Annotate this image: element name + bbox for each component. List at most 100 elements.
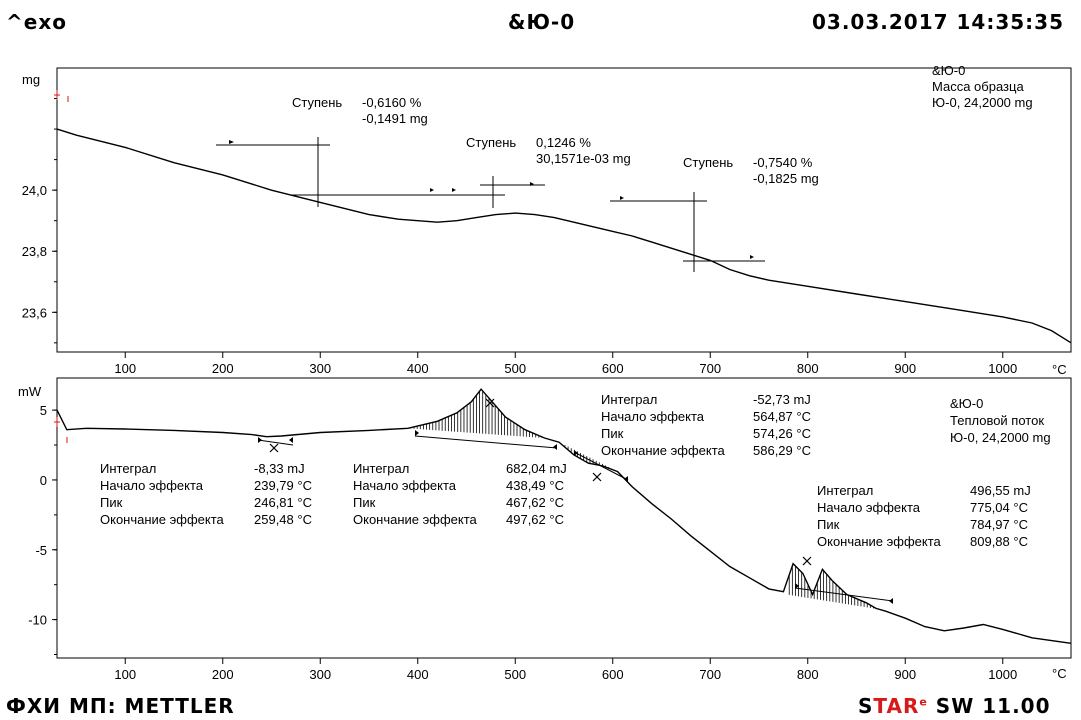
dsc-panel-frame [56,377,1072,659]
tga-step-3-percent: -0,7540 % [753,155,813,170]
dsc-peak-2-k2: Начало эффекта [353,478,457,493]
tga-panel-frame [56,67,1072,353]
footer-software-dot: e [919,695,928,709]
footer-instrument: ФХИ МП: METTLER [6,694,235,718]
dsc-x-tick-label: 700 [699,667,721,682]
tga-x-tick-label: 200 [212,361,234,376]
dsc-peak-2-v1: 682,04 mJ [506,461,567,476]
dsc-x-tick-label: 600 [602,667,624,682]
tga-y-tick-label: 23,8 [22,244,47,259]
dsc-peak-1-k3: Пик [100,495,123,510]
dsc-x-tick-label: 300 [309,667,331,682]
tga-step-1-mass: -0,1491 mg [362,111,428,126]
tga-y-tick-label: 23,6 [22,305,47,320]
dsc-peak-3-k4: Окончание эффекта [601,443,725,458]
dsc-x-unit: °C [1052,666,1067,681]
dsc-peak-2-k4: Окончание эффекта [353,512,477,527]
tga-step-2-mass: 30,1571e-03 mg [536,151,631,166]
dsc-peak-3-k1: Интеграл [601,392,658,407]
dsc-peak-4-k4: Окончание эффекта [817,534,941,549]
dsc-peak-1-v3: 246,81 °C [254,495,312,510]
tga-x-tick-label: 1000 [988,361,1017,376]
dsc-x-tick-label: 200 [212,667,234,682]
tga-x-tick-label: 400 [407,361,429,376]
dsc-peak-1-k1: Интеграл [100,461,157,476]
tga-y-tick-label: 24,0 [22,183,47,198]
dsc-peak-2-k1: Интеграл [353,461,410,476]
tga-step-2-label: Ступень [466,135,517,150]
dsc-peak-2-v4: 497,62 °C [506,512,564,527]
footer-software-s: S [858,694,874,718]
dsc-x-tick-label: 400 [407,667,429,682]
dsc-peak-4-k3: Пик [817,517,840,532]
tga-step-1-label: Ступень [292,95,343,110]
dsc-peak-3-v2: 564,87 °C [753,409,811,424]
header-left: ^exo [6,10,67,34]
dsc-peak-3-k2: Начало эффекта [601,409,705,424]
header-datetime: 03.03.2017 14:35:35 [812,10,1064,34]
dsc-x-tick-label: 500 [504,667,526,682]
dsc-peak-hatching [410,390,877,609]
dsc-peak-4-v3: 784,97 °C [970,517,1028,532]
tga-x-tick-label: 300 [309,361,331,376]
dsc-x-tick-label: 800 [797,667,819,682]
dsc-peak-4-k1: Интеграл [817,483,874,498]
dsc-y-tick-label: -5 [35,543,47,558]
tga-step-3-label: Ступень [683,155,734,170]
dsc-peak-2-v2: 438,49 °C [506,478,564,493]
dsc-peak-1-k4: Окончание эффекта [100,512,224,527]
tga-x-tick-label: 100 [114,361,136,376]
dsc-peak-4-v2: 775,04 °C [970,500,1028,515]
footer-software: STARe SW 11.00 [858,694,1051,718]
dsc-peak-4-v4: 809,88 °C [970,534,1028,549]
dsc-peak-1-v1: -8,33 mJ [254,461,305,476]
tga-y-unit: mg [22,72,41,87]
tga-step-3-mass: -0,1825 mg [753,171,819,186]
tga-x-tick-label: 600 [602,361,624,376]
tga-series-line [56,128,1072,344]
dsc-heat-flow-curve [56,388,1072,644]
dsc-peak-3-v1: -52,73 mJ [753,392,811,407]
dsc-peak-1-v4: 259,48 °C [254,512,312,527]
dsc-peak-2-v3: 467,62 °C [506,495,564,510]
dsc-y-tick-label: 5 [40,403,47,418]
dsc-y-tick-label: -10 [28,613,47,628]
dsc-legend-line-1: &Ю-0 [950,396,984,411]
tga-x-tick-label: 500 [504,361,526,376]
dsc-series-line [56,388,1072,644]
dsc-x-tick-label: 900 [894,667,916,682]
footer-software-tar: TAR [873,694,920,718]
dsc-x-tick-label: 1000 [988,667,1017,682]
dsc-legend-line-2: Тепловой поток [950,413,1045,428]
tga-legend-line-3: Ю-0, 24,2000 mg [932,95,1033,110]
dsc-y-tick-label: 0 [40,473,47,488]
dsc-peak-3-v3: 574,26 °C [753,426,811,441]
dsc-peak-4-v1: 496,55 mJ [970,483,1031,498]
header-center: &Ю-0 [508,10,576,34]
dsc-peak-3-v4: 586,29 °C [753,443,811,458]
tga-x-tick-label: 700 [699,361,721,376]
peak-markers [269,398,812,566]
dsc-x-tick-label: 100 [114,667,136,682]
tga-step-2-percent: 0,1246 % [536,135,591,150]
start-markers [54,90,69,443]
tga-legend-line-2: Масса образца [932,79,1024,94]
tga-mass-curve [56,128,1072,344]
tga-x-unit: °C [1052,362,1067,377]
boundary-markers [229,140,893,604]
tga-step-1-percent: -0,6160 % [362,95,422,110]
tga-x-tick-label: 900 [894,361,916,376]
dsc-peak-4-k2: Начало эффекта [817,500,921,515]
tga-axes: 100 200 300 400 500 600 700 800 900 1000 23,6 23,8 2… [22,98,1017,376]
tga-step-construction-lines [216,137,765,272]
dsc-axes: 100 200 300 400 500 600 700 800 900 1000 -10 -5 0 5 [28,403,1017,682]
dsc-peak-2-k3: Пик [353,495,376,510]
dsc-peak-1-k2: Начало эффекта [100,478,204,493]
dsc-peak-1-v2: 239,79 °C [254,478,312,493]
footer-software-version: SW 11.00 [927,694,1051,718]
tga-x-tick-label: 800 [797,361,819,376]
dsc-legend-line-3: Ю-0, 24,2000 mg [950,430,1051,445]
dsc-peak-3-k3: Пик [601,426,624,441]
dsc-y-unit: mW [18,384,42,399]
